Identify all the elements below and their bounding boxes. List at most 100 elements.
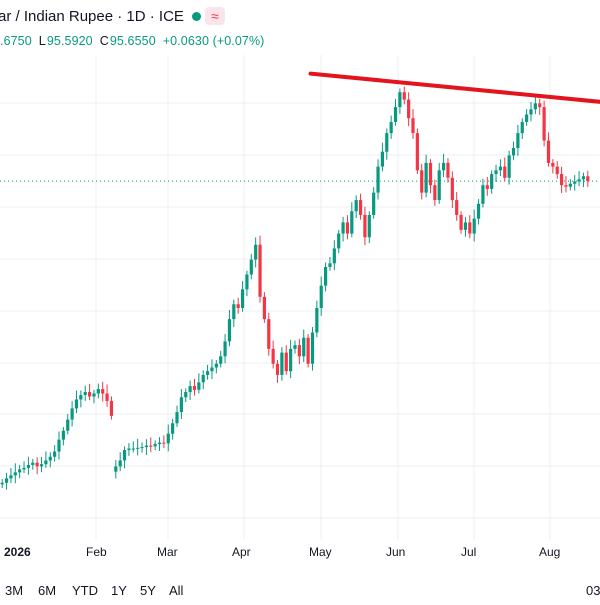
candle-body <box>525 114 529 122</box>
candle-body <box>18 469 22 473</box>
candle-body <box>35 462 39 467</box>
candle-body <box>533 103 537 110</box>
candle-body <box>385 133 389 152</box>
candle-body <box>468 222 472 234</box>
candle-body <box>516 133 520 148</box>
candle-body <box>127 448 131 451</box>
candle-body <box>53 451 57 457</box>
candle-body <box>66 419 70 431</box>
candle-body <box>157 442 162 445</box>
axis-label-year: 2026 <box>4 545 31 559</box>
candle-body <box>463 222 468 230</box>
candle-body <box>197 382 201 390</box>
candle-body <box>511 148 516 156</box>
candle-body <box>9 475 13 479</box>
candle-body <box>101 389 105 394</box>
candle-body <box>297 345 301 357</box>
candle-body <box>411 118 415 134</box>
candle-body <box>140 447 144 449</box>
time-axis[interactable]: 2026 Feb Mar Apr May Jun Jul Aug <box>0 540 600 562</box>
candle-body <box>542 107 546 141</box>
axis-corner-date: 03 <box>586 583 600 598</box>
candle-body <box>568 183 572 187</box>
candle-body <box>284 352 288 372</box>
candle-body <box>70 408 74 420</box>
ohlc-legend: .6750 L95.5920 C95.6550 +0.0630 (+0.07%) <box>0 34 265 48</box>
candle-body <box>205 371 210 375</box>
candle-body <box>267 319 271 349</box>
candle-body <box>337 233 341 249</box>
candle-body <box>227 319 232 342</box>
candle-body <box>455 200 459 215</box>
candle-body <box>201 374 205 383</box>
range-6m-button[interactable]: 6M <box>38 583 57 598</box>
candle-body <box>341 222 345 234</box>
wave-icon[interactable]: ≈ <box>204 7 225 25</box>
candle-body <box>105 393 109 401</box>
candle-body <box>149 445 153 447</box>
candle-body <box>319 285 323 308</box>
candle-body <box>74 399 79 409</box>
candle-body <box>236 304 240 308</box>
candle-body <box>57 439 61 452</box>
candle-body <box>546 140 551 163</box>
candle-body <box>323 267 328 286</box>
candle-body <box>481 185 485 204</box>
range-5y-button[interactable]: 5Y <box>140 583 156 598</box>
candle-body <box>171 423 175 434</box>
candle-body <box>407 99 411 119</box>
candle-body <box>573 181 577 184</box>
candle-body <box>136 447 140 449</box>
range-all-button[interactable]: All <box>169 583 184 598</box>
candle-body <box>26 464 31 468</box>
candle-body <box>114 466 118 472</box>
range-1y-button[interactable]: 1Y <box>111 583 127 598</box>
axis-label-jun: Jun <box>386 545 406 559</box>
candle-body <box>162 442 166 444</box>
close-value: 95.6550 <box>109 34 156 48</box>
candle-body <box>232 304 236 320</box>
candle-body <box>350 211 354 234</box>
candle-body <box>87 392 92 397</box>
candle-body <box>459 214 463 230</box>
symbol-header[interactable]: ar / Indian Rupee · 1D · ICE ≈ <box>0 7 225 25</box>
candle-body <box>83 392 87 396</box>
candle-body <box>564 185 568 187</box>
candle-body <box>328 263 332 268</box>
axis-label-jul: Jul <box>461 545 477 559</box>
candle-body <box>520 121 524 134</box>
candle-body <box>293 345 297 349</box>
candle-body <box>192 386 197 390</box>
candle-body <box>538 103 542 108</box>
axis-label-apr: Apr <box>232 545 251 559</box>
candle-body <box>144 445 149 448</box>
range-3m-button[interactable]: 3M <box>5 583 24 598</box>
candle-body <box>0 482 4 485</box>
candle-body <box>332 248 336 264</box>
symbol-title: ar / Indian Rupee · 1D · ICE <box>0 7 184 25</box>
candle-body <box>398 92 402 108</box>
candle-body <box>555 166 559 175</box>
candle-body <box>61 430 65 440</box>
candle-body <box>437 170 441 201</box>
range-ytd-button[interactable]: YTD <box>72 583 98 598</box>
candle-body <box>245 274 249 290</box>
candle-body <box>131 448 135 450</box>
resistance-trendline <box>308 71 600 104</box>
candle-body <box>240 289 245 308</box>
candle-body <box>4 478 9 483</box>
candle-body <box>48 456 52 461</box>
candle-body <box>22 467 26 470</box>
candle-body <box>13 472 17 476</box>
candle-body <box>559 174 564 186</box>
candle-body <box>258 244 262 297</box>
candle-body <box>551 162 555 167</box>
candle-body <box>389 121 393 134</box>
candle-body <box>219 356 223 364</box>
candle-body <box>79 395 83 400</box>
candle-body <box>446 162 450 178</box>
candle-body <box>358 200 363 215</box>
candle-body <box>507 155 511 178</box>
